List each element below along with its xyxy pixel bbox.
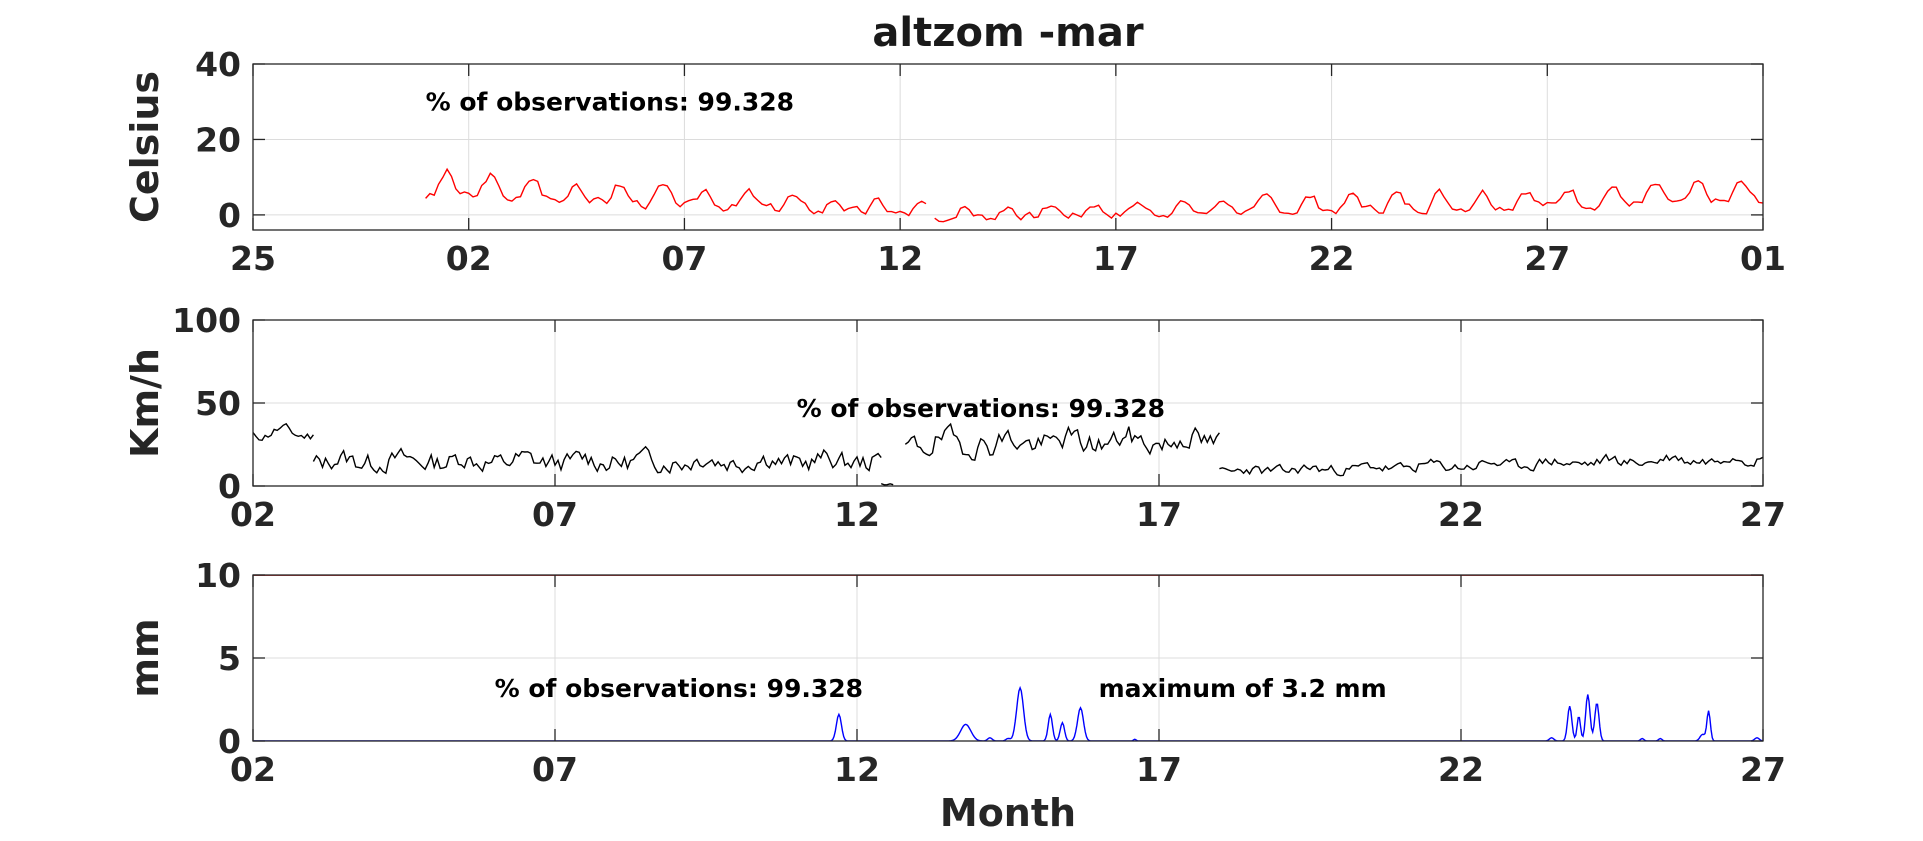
temperature-x-tick-label: 02 — [446, 239, 492, 278]
wind-x-tick-label: 27 — [1740, 495, 1786, 534]
precipitation-x-tick-label: 17 — [1136, 750, 1182, 789]
wind-x-tick-label: 12 — [834, 495, 880, 534]
wind-series-line — [1219, 453, 1763, 477]
temperature-plot-area — [425, 167, 1763, 223]
precipitation-x-tick-label: 07 — [532, 750, 578, 789]
temperature-y-tick-label: 0 — [218, 196, 241, 235]
figure-title: altzom -mar — [872, 10, 1143, 56]
temperature-x-tick-label: 22 — [1309, 239, 1355, 278]
temperature-panel: 25 02 07 12 17 22 27 01 0 20 40 Celsius % of observa… — [123, 45, 1786, 278]
precipitation-y-tick-label: 10 — [195, 556, 241, 595]
wind-series-line — [253, 422, 314, 442]
temperature-axes-frame — [252, 63, 1764, 231]
temperature-series-line — [934, 180, 1763, 223]
wind-x-tick-label: 17 — [1136, 495, 1182, 534]
precipitation-x-tick-label: 12 — [834, 750, 880, 789]
wind-plot-area — [253, 422, 1763, 486]
temperature-x-tick-label: 12 — [877, 239, 923, 278]
precipitation-y-axis-label: mm — [123, 618, 167, 697]
x-axis-label: Month — [940, 791, 1076, 835]
wind-x-tick-label: 22 — [1438, 495, 1484, 534]
temperature-y-axis-label: Celsius — [123, 71, 167, 223]
temperature-y-tick-label: 40 — [195, 45, 241, 84]
wind-y-axis-label: Km/h — [123, 348, 167, 458]
temperature-x-tick-label: 27 — [1524, 239, 1570, 278]
precipitation-annotation: maximum of 3.2 mm — [1099, 674, 1387, 703]
temperature-x-tick-label: 25 — [230, 239, 276, 278]
temperature-x-tick-label: 07 — [661, 239, 707, 278]
precipitation-panel: 02 07 12 17 22 27 0 5 10 mm % of observations: 99.… — [123, 556, 1786, 789]
precipitation-x-tick-label: 22 — [1438, 750, 1484, 789]
wind-y-tick-label: 100 — [172, 301, 241, 340]
precipitation-x-tick-label: 27 — [1740, 750, 1786, 789]
wind-x-tick-label: 07 — [532, 495, 578, 534]
temperature-annotation: % of observations: 99.328 — [426, 88, 794, 117]
wind-annotation: % of observations: 99.328 — [797, 394, 1165, 423]
wind-y-tick-label: 0 — [218, 467, 241, 506]
wind-series-line — [312, 445, 882, 475]
wind-x-tick-label: 02 — [230, 495, 276, 534]
temperature-x-tick-label: 17 — [1093, 239, 1139, 278]
wind-series-line — [880, 482, 894, 486]
precipitation-x-tick-label: 02 — [230, 750, 276, 789]
wind-series-line — [904, 422, 1220, 462]
precipitation-annotation: % of observations: 99.328 — [495, 674, 863, 703]
precipitation-y-tick-label: 0 — [218, 722, 241, 761]
precipitation-y-tick-label: 5 — [218, 639, 241, 678]
wind-y-tick-label: 50 — [195, 384, 241, 423]
precipitation-series-line — [253, 685, 1763, 741]
temperature-y-tick-label: 20 — [195, 120, 241, 159]
precipitation-plot-area — [253, 575, 1763, 741]
temperature-x-tick-label: 01 — [1740, 239, 1786, 278]
temperature-series-line — [425, 167, 927, 217]
